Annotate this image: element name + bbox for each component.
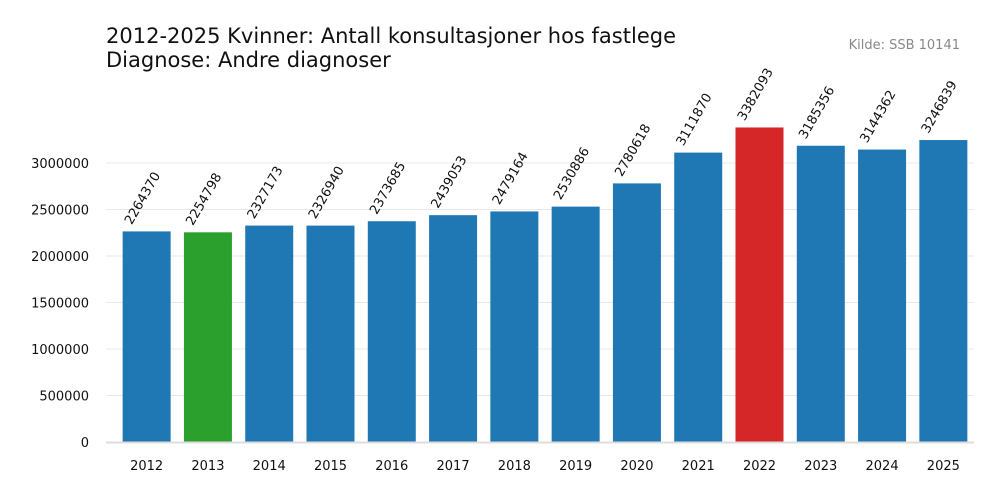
data-label: 3111870 xyxy=(674,91,716,149)
bar xyxy=(735,127,784,443)
bar xyxy=(612,183,661,442)
data-label: 3185356 xyxy=(796,84,838,142)
bar xyxy=(551,206,600,442)
bar xyxy=(429,215,478,442)
x-tick-label: 2025 xyxy=(927,459,960,474)
x-tick-label: 2013 xyxy=(191,459,224,474)
chart-title-line-2: Diagnose: Andre diagnoser xyxy=(106,48,391,72)
x-tick-label: 2022 xyxy=(743,459,776,474)
data-label: 2327173 xyxy=(245,164,287,222)
y-tick-label: 1500000 xyxy=(31,297,89,312)
x-tick-label: 2018 xyxy=(498,459,531,474)
data-label: 2254798 xyxy=(183,171,225,229)
data-label: 3382093 xyxy=(735,66,777,124)
bar xyxy=(183,232,232,442)
data-label: 3144362 xyxy=(858,88,900,146)
data-label: 2780618 xyxy=(612,122,654,180)
x-tick-label: 2014 xyxy=(253,459,286,474)
x-tick-label: 2017 xyxy=(437,459,470,474)
y-tick-label: 3000000 xyxy=(31,157,89,172)
axis-layer: 0 500000 1000000 1500000 2000000 2500000 30000… xyxy=(31,157,974,474)
data-label: 2326940 xyxy=(306,164,348,222)
chart-title: 2012-2025 Kvinner: Antall konsultasjoner… xyxy=(106,24,676,72)
x-tick-label: 2016 xyxy=(375,459,408,474)
x-tick-label: 2015 xyxy=(314,459,347,474)
x-tick-label: 2023 xyxy=(804,459,837,474)
bar xyxy=(674,152,723,443)
bar xyxy=(796,145,845,442)
data-label: 2439053 xyxy=(429,154,471,212)
chart-title-line-1: 2012-2025 Kvinner: Antall konsultasjoner… xyxy=(106,24,676,48)
data-label: 2373685 xyxy=(367,160,409,218)
x-tick-label: 2020 xyxy=(620,459,653,474)
x-tick-label: 2021 xyxy=(682,459,715,474)
bar xyxy=(245,225,294,442)
y-tick-label: 2500000 xyxy=(31,204,89,219)
bar-layer xyxy=(122,127,968,443)
bar xyxy=(306,225,355,442)
y-tick-label: 0 xyxy=(81,436,89,451)
data-label: 2530886 xyxy=(551,145,593,203)
bar xyxy=(858,149,907,442)
data-label: 3246839 xyxy=(919,78,961,136)
y-tick-label: 500000 xyxy=(39,390,89,405)
bar xyxy=(367,221,416,442)
bar xyxy=(919,140,968,442)
x-tick-label: 2019 xyxy=(559,459,592,474)
data-label: 2264370 xyxy=(122,170,164,228)
x-tick-label: 2024 xyxy=(866,459,899,474)
bar xyxy=(490,211,539,442)
source-label: Kilde: SSB 10141 xyxy=(848,38,960,53)
bar xyxy=(122,231,171,442)
y-tick-label: 2000000 xyxy=(31,250,89,265)
x-tick-label: 2012 xyxy=(130,459,163,474)
data-label: 2479164 xyxy=(490,150,532,208)
y-tick-label: 1000000 xyxy=(31,343,89,358)
